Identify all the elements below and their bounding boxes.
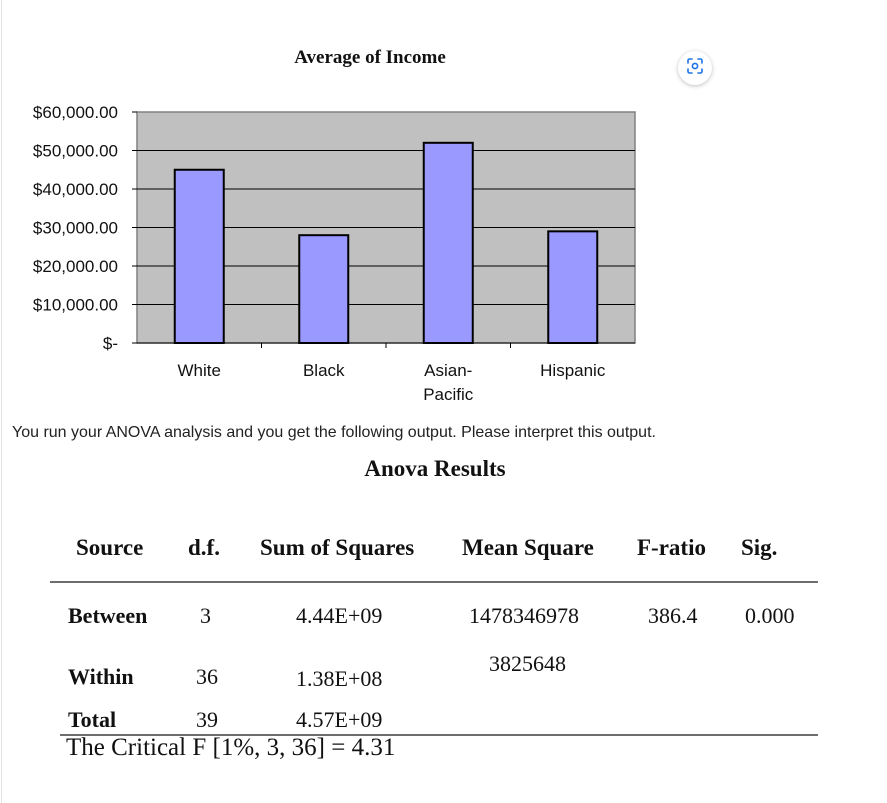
question-prompt: You run your ANOVA analysis and you get … xyxy=(12,424,656,441)
bar-white xyxy=(173,168,225,344)
row-between-ss: 4.44E+09 xyxy=(296,603,383,628)
x-tick-label: White xyxy=(178,361,221,380)
y-tick-label: $60,000.00 xyxy=(33,103,118,122)
header-f-ratio: F-ratio xyxy=(637,535,706,560)
bar-asian-pacific xyxy=(422,141,474,344)
x-tick-label: Asian-Pacific xyxy=(423,361,474,404)
anova-table-title: Anova Results xyxy=(364,456,506,481)
row-between-df: 3 xyxy=(200,603,211,628)
y-tick-label: $50,000.00 xyxy=(33,142,118,161)
row-total-ss: 4.57E+09 xyxy=(296,707,383,732)
header-df: d.f. xyxy=(188,535,220,560)
row-within-ss: 1.38E+08 xyxy=(296,666,383,691)
row-between-source: Between xyxy=(68,603,148,628)
y-tick-label: $10,000.00 xyxy=(33,296,118,315)
bar-black xyxy=(298,234,350,344)
y-tick-label: $30,000.00 xyxy=(33,219,118,238)
google-lens-icon xyxy=(686,57,704,80)
row-total-source: Total xyxy=(68,707,117,732)
row-within-source: Within xyxy=(68,664,134,689)
header-sig: Sig. xyxy=(741,535,778,560)
page-left-border xyxy=(1,0,2,803)
y-tick-label: $- xyxy=(103,334,118,353)
critical-f-note: The Critical F [1%, 3, 36] = 4.31 xyxy=(66,734,396,761)
row-between-f: 386.4 xyxy=(648,603,698,628)
table-header-rule xyxy=(50,581,818,583)
header-mean-square: Mean Square xyxy=(462,535,594,560)
row-total-df: 39 xyxy=(196,707,218,732)
chart-title: Average of Income xyxy=(294,47,446,68)
row-within-df: 36 xyxy=(196,664,218,689)
header-sum-of-squares: Sum of Squares xyxy=(260,535,415,560)
y-tick-label: $20,000.00 xyxy=(33,257,118,276)
x-tick-label: Black xyxy=(303,361,345,380)
y-tick-label: $40,000.00 xyxy=(33,180,118,199)
header-source: Source xyxy=(76,535,144,560)
bar-hispanic xyxy=(547,230,599,345)
row-between-sig: 0.000 xyxy=(745,603,795,628)
table-bottom-rule xyxy=(60,734,818,736)
google-lens-button[interactable] xyxy=(678,51,712,85)
x-tick-label: Hispanic xyxy=(540,361,606,380)
row-between-ms: 1478346978 xyxy=(469,603,579,628)
row-within-ms: 3825648 xyxy=(489,651,566,676)
bar-chart: $60,000.00 $50,000.00 $40,000.00 $30,000.00… xyxy=(33,103,636,404)
